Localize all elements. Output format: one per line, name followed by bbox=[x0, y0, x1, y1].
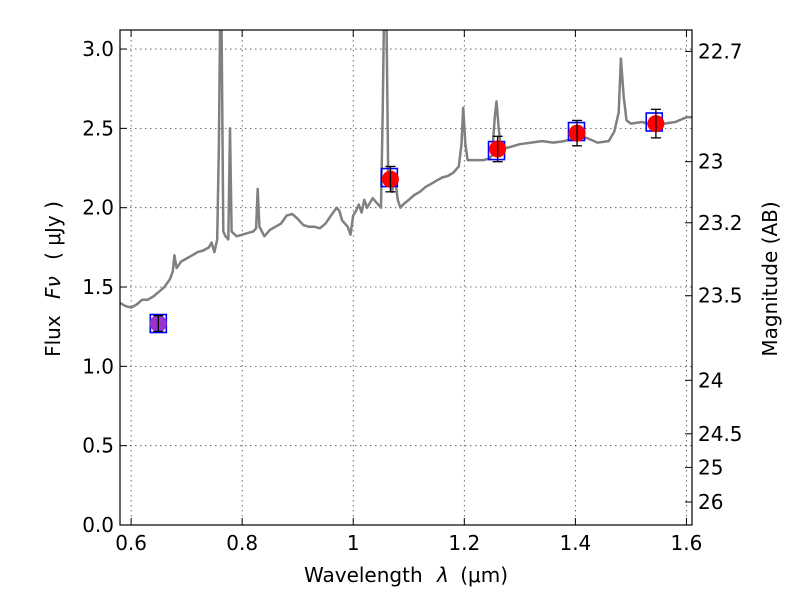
right-tick-label: 25 bbox=[698, 455, 723, 479]
x-axis-label-symbol: λ bbox=[436, 563, 449, 587]
right-tick-label: 23.2 bbox=[698, 211, 743, 235]
x-tick-label: 1 bbox=[347, 531, 360, 555]
x-tick-label: 1.4 bbox=[559, 531, 591, 555]
right-tick-label: 22.7 bbox=[698, 39, 743, 63]
y-tick-label: 2.5 bbox=[82, 116, 114, 140]
y-tick-label: 0.5 bbox=[82, 434, 114, 458]
y-tick-label: 1.5 bbox=[82, 275, 114, 299]
spectrum-line bbox=[120, 30, 692, 309]
y-tick-label: 0.0 bbox=[82, 513, 114, 537]
y-axis-label: Flux Fν ( μJy ) bbox=[41, 201, 65, 357]
x-axis-label-text: Wavelength bbox=[304, 563, 423, 587]
x-tick-label: 1.2 bbox=[448, 531, 480, 555]
x-axis-label-unit: (μm) bbox=[460, 563, 508, 587]
y-tick-label: 1.0 bbox=[82, 354, 114, 378]
right-tick-label: 24.5 bbox=[698, 422, 743, 446]
right-tick-label: 23.5 bbox=[698, 284, 743, 308]
y-axis-label-symbol: Fν bbox=[41, 276, 65, 299]
plot-area bbox=[120, 30, 692, 334]
y-axis-label-unit: ( μJy ) bbox=[41, 201, 65, 260]
right-tick-label: 26 bbox=[698, 490, 723, 514]
x-axis-label: Wavelength λ (μm) bbox=[304, 563, 508, 587]
x-tick-label: 0.6 bbox=[115, 531, 147, 555]
y-axis-right-label: Magnitude (AB) bbox=[758, 201, 782, 356]
x-tick-label: 1.6 bbox=[671, 531, 703, 555]
grid bbox=[120, 30, 692, 526]
y-tick-label: 2.0 bbox=[82, 196, 114, 220]
right-tick-label: 23 bbox=[698, 150, 723, 174]
right-tick-label: 24 bbox=[698, 368, 723, 392]
plot-frame bbox=[119, 29, 693, 526]
axis-ticks: 0.6 0.8 1 1.2 1.4 1.6 0.0 0.5 1.0 1.5 2.0 2.5 3.0 22.… bbox=[82, 30, 743, 555]
y-tick-label: 3.0 bbox=[82, 37, 114, 61]
x-tick-label: 0.8 bbox=[226, 531, 258, 555]
y-axis-label-text: Flux bbox=[41, 315, 65, 357]
